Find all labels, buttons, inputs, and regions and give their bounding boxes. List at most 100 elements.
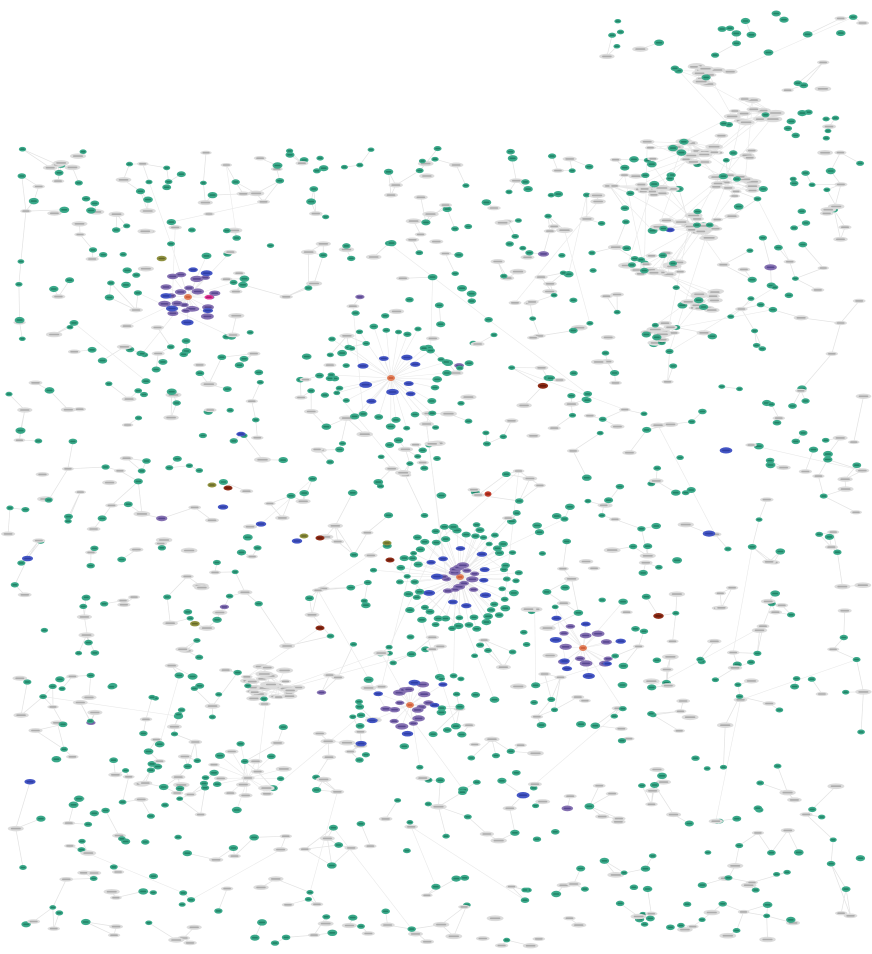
graph-node[interactable]	[598, 416, 607, 422]
graph-node[interactable]	[28, 197, 39, 205]
graph-node[interactable]	[789, 180, 799, 187]
graph-node[interactable]	[836, 30, 846, 37]
graph-node[interactable]	[639, 628, 649, 635]
graph-node[interactable]	[170, 731, 179, 737]
graph-node[interactable]	[238, 281, 248, 288]
graph-node[interactable]	[462, 568, 472, 573]
graph-node[interactable]	[212, 559, 221, 566]
graph-node[interactable]	[310, 447, 324, 452]
graph-node[interactable]	[193, 638, 201, 643]
graph-node[interactable]	[308, 475, 317, 482]
graph-node[interactable]	[848, 14, 858, 20]
graph-node[interactable]	[89, 810, 99, 817]
graph-node[interactable]	[479, 592, 492, 598]
graph-node[interactable]	[642, 678, 660, 685]
graph-node[interactable]	[460, 874, 470, 881]
graph-node[interactable]	[419, 173, 435, 179]
graph-node[interactable]	[774, 244, 783, 251]
graph-node[interactable]	[86, 672, 95, 679]
graph-node[interactable]	[448, 370, 464, 376]
graph-node[interactable]	[248, 190, 265, 197]
graph-node[interactable]	[641, 593, 651, 600]
graph-node[interactable]	[315, 372, 324, 379]
graph-node[interactable]	[790, 225, 798, 231]
graph-node[interactable]	[311, 786, 322, 794]
graph-node[interactable]	[630, 913, 647, 920]
graph-node[interactable]	[556, 566, 569, 571]
graph-node[interactable]	[78, 838, 86, 844]
graph-node[interactable]	[107, 280, 115, 286]
graph-node[interactable]	[307, 388, 315, 394]
graph-node[interactable]	[357, 923, 365, 929]
graph-node[interactable]	[212, 781, 222, 787]
graph-node[interactable]	[426, 336, 440, 341]
graph-node[interactable]	[508, 589, 519, 597]
graph-node[interactable]	[797, 109, 807, 117]
graph-node[interactable]	[383, 168, 394, 175]
graph-node[interactable]	[454, 251, 464, 258]
graph-node[interactable]	[787, 612, 796, 618]
graph-node[interactable]	[714, 605, 729, 611]
graph-node[interactable]	[326, 862, 337, 869]
graph-node[interactable]	[20, 209, 32, 214]
graph-node[interactable]	[639, 553, 656, 559]
graph-node[interactable]	[239, 355, 249, 362]
graph-node[interactable]	[655, 564, 663, 570]
graph-node[interactable]	[273, 847, 288, 853]
graph-node[interactable]	[248, 690, 262, 695]
graph-node[interactable]	[791, 438, 801, 445]
graph-node[interactable]	[698, 159, 712, 165]
graph-node[interactable]	[69, 153, 87, 159]
graph-node[interactable]	[173, 782, 190, 788]
graph-node[interactable]	[348, 914, 358, 921]
graph-node[interactable]	[464, 223, 473, 230]
graph-node[interactable]	[677, 922, 685, 928]
graph-node[interactable]	[39, 694, 47, 700]
graph-node[interactable]	[250, 934, 260, 941]
graph-node[interactable]	[829, 837, 837, 843]
graph-node[interactable]	[583, 391, 593, 397]
graph-node[interactable]	[561, 805, 574, 812]
graph-node[interactable]	[645, 802, 658, 807]
graph-node[interactable]	[28, 380, 43, 386]
graph-node[interactable]	[240, 758, 249, 764]
graph-node[interactable]	[139, 717, 153, 722]
graph-node[interactable]	[718, 173, 728, 180]
graph-node[interactable]	[664, 263, 681, 270]
graph-node[interactable]	[224, 749, 239, 754]
graph-node[interactable]	[589, 268, 597, 273]
graph-node[interactable]	[166, 219, 177, 226]
graph-node[interactable]	[116, 344, 132, 350]
graph-node[interactable]	[278, 457, 288, 464]
graph-node[interactable]	[413, 194, 428, 200]
graph-node[interactable]	[408, 679, 421, 686]
graph-node[interactable]	[522, 642, 531, 647]
graph-node[interactable]	[304, 409, 319, 414]
graph-node[interactable]	[217, 354, 227, 361]
graph-node[interactable]	[415, 775, 430, 781]
graph-node[interactable]	[697, 882, 707, 889]
graph-node[interactable]	[818, 814, 826, 820]
graph-node[interactable]	[47, 704, 59, 709]
graph-node[interactable]	[440, 410, 457, 417]
graph-node[interactable]	[607, 872, 625, 878]
graph-node[interactable]	[347, 489, 358, 496]
graph-node[interactable]	[164, 179, 173, 185]
graph-node[interactable]	[494, 943, 509, 948]
graph-node[interactable]	[326, 352, 334, 358]
graph-node[interactable]	[793, 849, 804, 856]
graph-node[interactable]	[426, 347, 435, 354]
graph-node[interactable]	[326, 459, 335, 465]
graph-node[interactable]	[842, 689, 850, 695]
graph-node[interactable]	[698, 917, 706, 923]
graph-node[interactable]	[542, 652, 558, 659]
graph-node[interactable]	[661, 683, 676, 689]
graph-node[interactable]	[586, 321, 594, 326]
graph-node[interactable]	[433, 146, 442, 152]
graph-node[interactable]	[282, 687, 298, 694]
graph-node[interactable]	[692, 222, 702, 228]
graph-node[interactable]	[456, 365, 464, 371]
graph-node[interactable]	[718, 901, 727, 907]
graph-node[interactable]	[707, 297, 722, 303]
graph-node[interactable]	[482, 441, 491, 447]
